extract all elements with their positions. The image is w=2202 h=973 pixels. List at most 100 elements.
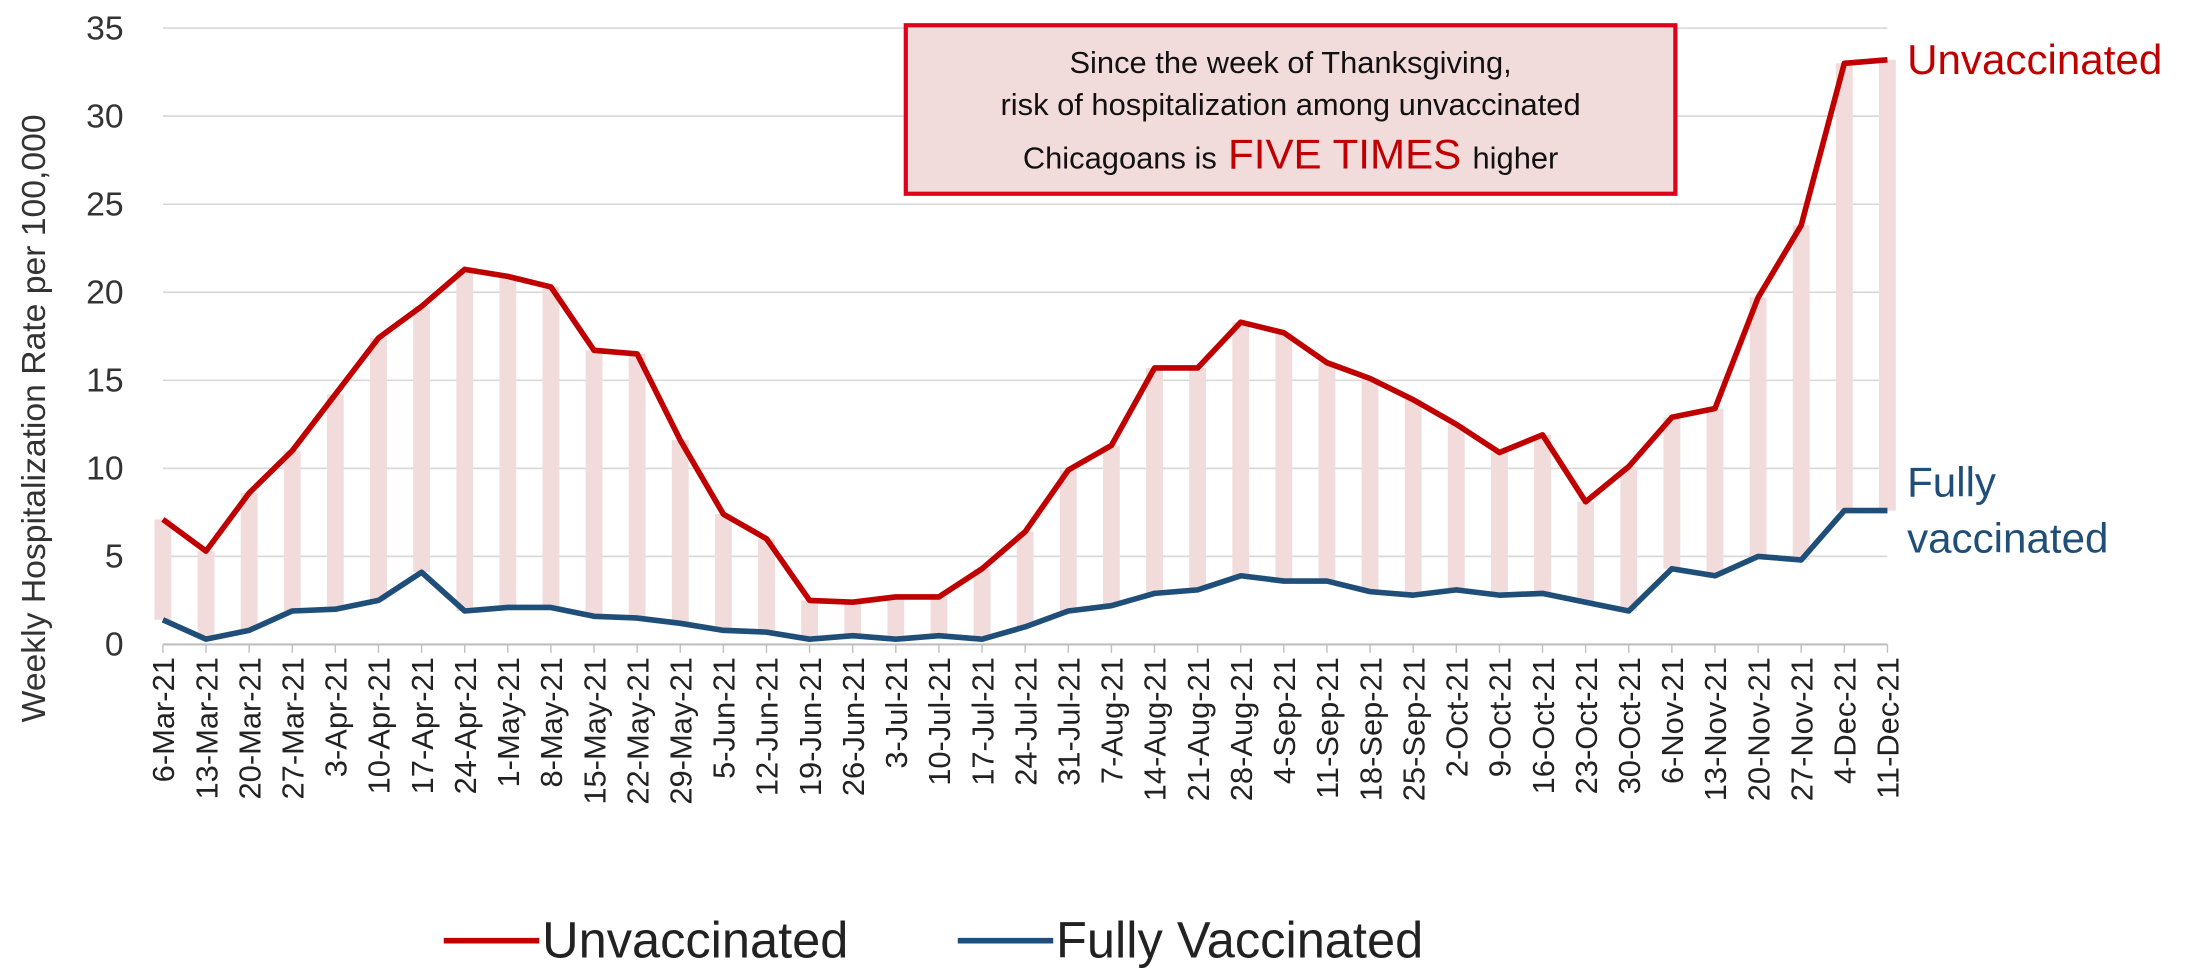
x-tick-label: 7-Aug-21 bbox=[1095, 657, 1130, 784]
legend-label: Unvaccinated bbox=[542, 912, 848, 969]
gap-band bbox=[1232, 322, 1250, 576]
x-tick-label: 23-Oct-21 bbox=[1569, 657, 1604, 794]
x-tick-label: 5-Jun-21 bbox=[707, 657, 742, 779]
gap-band bbox=[1835, 63, 1853, 511]
annotation-emphasis: FIVE TIMES bbox=[1228, 130, 1461, 177]
y-tick-label: 20 bbox=[86, 273, 123, 311]
x-tick-label: 25-Sep-21 bbox=[1396, 657, 1431, 801]
x-tick-label: 10-Apr-21 bbox=[362, 657, 397, 794]
x-tick-label: 31-Jul-21 bbox=[1052, 657, 1087, 786]
x-tick-label: 27-Nov-21 bbox=[1784, 657, 1819, 801]
x-tick-label: 1-May-21 bbox=[491, 657, 526, 787]
gap-band bbox=[1534, 434, 1551, 594]
y-tick-label: 5 bbox=[105, 538, 124, 576]
x-tick-label: 9-Oct-21 bbox=[1483, 657, 1518, 777]
end-label: Fully bbox=[1907, 459, 1996, 506]
series-line bbox=[161, 507, 1888, 642]
y-tick-label: 30 bbox=[86, 97, 123, 135]
gap-band bbox=[973, 568, 991, 640]
y-tick-label: 35 bbox=[86, 9, 123, 47]
gap-band bbox=[1189, 367, 1207, 590]
gap-band bbox=[283, 450, 301, 611]
annotation-text: Chicagoans is bbox=[1023, 140, 1217, 175]
gap-band bbox=[1792, 225, 1810, 560]
gap-band bbox=[628, 353, 646, 619]
gap-band bbox=[1102, 445, 1120, 606]
x-tick-label: 3-Jul-21 bbox=[879, 657, 914, 769]
x-tick-label: 27-Mar-21 bbox=[275, 657, 310, 799]
gap-band bbox=[801, 600, 819, 640]
gap-band bbox=[542, 286, 560, 608]
annotation-text: Since the week of Thanksgiving, bbox=[1069, 45, 1511, 80]
x-tick-label: 22-May-21 bbox=[620, 657, 655, 805]
x-tick-label: 19-Jun-21 bbox=[793, 657, 828, 796]
gap-band bbox=[370, 338, 387, 601]
y-axis-label: Weekly Hospitalization Rate per 100,000 bbox=[15, 114, 53, 722]
x-tick-label: 11-Sep-21 bbox=[1310, 657, 1345, 799]
x-tick-label: 20-Nov-21 bbox=[1741, 657, 1776, 801]
annotation-text: Chicagoans is FIVE TIMES higher bbox=[1023, 130, 1559, 177]
x-tick-label: 21-Aug-21 bbox=[1181, 657, 1216, 801]
legend-label: Fully Vaccinated bbox=[1056, 912, 1423, 969]
x-tick-label: 29-May-21 bbox=[663, 657, 698, 805]
gap-band bbox=[585, 350, 603, 617]
end-label: vaccinated bbox=[1907, 515, 2108, 562]
x-tick-label: 11-Dec-21 bbox=[1871, 657, 1906, 799]
x-tick-label: 24-Apr-21 bbox=[448, 657, 483, 794]
x-tick-label: 10-Jul-21 bbox=[922, 657, 957, 786]
gap-band bbox=[1620, 466, 1638, 611]
y-tick-label: 25 bbox=[86, 185, 123, 223]
gap-band bbox=[758, 538, 775, 633]
annotation-box bbox=[903, 23, 1678, 196]
gap-band bbox=[844, 602, 862, 636]
gap-band bbox=[1318, 362, 1336, 582]
gap-band bbox=[1577, 501, 1595, 603]
x-tick-label: 13-Nov-21 bbox=[1698, 657, 1733, 801]
gap-band bbox=[1146, 367, 1163, 594]
x-tick-label: 20-Mar-21 bbox=[232, 657, 267, 799]
x-tick-label: 3-Apr-21 bbox=[319, 657, 354, 777]
x-tick-label: 6-Nov-21 bbox=[1655, 657, 1690, 784]
gap-band bbox=[1663, 417, 1681, 569]
x-tick-label: 30-Oct-21 bbox=[1612, 657, 1647, 794]
gap-band bbox=[1016, 531, 1034, 627]
gap-band bbox=[671, 440, 689, 624]
x-tick-label: 18-Sep-21 bbox=[1353, 657, 1388, 801]
gap-band bbox=[1706, 408, 1724, 576]
gap-band bbox=[887, 596, 905, 640]
x-tick-label: 26-Jun-21 bbox=[836, 657, 871, 796]
x-tick-label: 4-Dec-21 bbox=[1828, 657, 1863, 784]
x-tick-label: 4-Sep-21 bbox=[1267, 657, 1302, 784]
x-tick-label: 15-May-21 bbox=[577, 657, 612, 805]
gap-band bbox=[499, 276, 517, 608]
series-line bbox=[161, 56, 1888, 605]
y-tick-label: 10 bbox=[86, 450, 123, 488]
x-tick-label: 17-Apr-21 bbox=[405, 657, 440, 794]
annotation-text: risk of hospitalization among unvaccinat… bbox=[1001, 87, 1581, 122]
x-tick-label: 14-Aug-21 bbox=[1138, 657, 1173, 801]
x-tick-label: 17-Jul-21 bbox=[965, 657, 1000, 786]
x-tick-label: 8-May-21 bbox=[534, 657, 569, 787]
gap-band bbox=[413, 306, 431, 573]
gap-band bbox=[1059, 470, 1077, 611]
gap-band bbox=[1879, 59, 1896, 511]
x-tick-label: 12-Jun-21 bbox=[750, 657, 785, 796]
gap-band bbox=[1361, 378, 1379, 592]
x-tick-label: 28-Aug-21 bbox=[1224, 657, 1259, 801]
x-tick-label: 6-Mar-21 bbox=[146, 657, 181, 782]
gap-band bbox=[326, 394, 344, 610]
x-tick-label: 24-Jul-21 bbox=[1008, 657, 1043, 786]
gap-band bbox=[240, 493, 258, 631]
annotation-text: higher bbox=[1473, 140, 1559, 175]
gap-band bbox=[154, 519, 172, 620]
end-label: Unvaccinated bbox=[1907, 36, 2162, 83]
gap-band bbox=[714, 514, 732, 631]
gap-band bbox=[456, 269, 474, 611]
gap-band bbox=[930, 596, 948, 636]
x-tick-label: 2-Oct-21 bbox=[1440, 657, 1475, 777]
x-tick-label: 16-Oct-21 bbox=[1526, 657, 1561, 794]
y-tick-label: 0 bbox=[105, 626, 124, 664]
gap-band bbox=[1447, 424, 1465, 590]
gap-band bbox=[197, 551, 215, 640]
